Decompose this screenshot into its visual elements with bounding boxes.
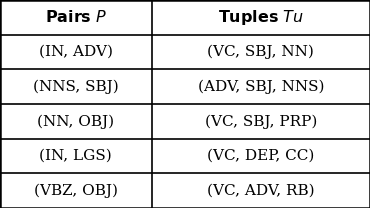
Text: (IN, LGS): (IN, LGS) xyxy=(40,149,112,163)
Text: (NN, OBJ): (NN, OBJ) xyxy=(37,114,114,129)
Text: (VC, SBJ, NN): (VC, SBJ, NN) xyxy=(208,45,314,59)
Text: (VC, DEP, CC): (VC, DEP, CC) xyxy=(207,149,314,163)
Text: (IN, ADV): (IN, ADV) xyxy=(39,45,113,59)
Text: (ADV, SBJ, NNS): (ADV, SBJ, NNS) xyxy=(198,79,324,94)
Text: (NNS, SBJ): (NNS, SBJ) xyxy=(33,79,119,94)
Text: (VC, ADV, RB): (VC, ADV, RB) xyxy=(207,184,314,198)
Text: $\mathbf{Pairs\ }$$\mathit{P}$: $\mathbf{Pairs\ }$$\mathit{P}$ xyxy=(45,9,107,26)
Text: (VBZ, OBJ): (VBZ, OBJ) xyxy=(34,183,118,198)
Text: $\mathbf{Tuples\ }$$\mathit{Tu}$: $\mathbf{Tuples\ }$$\mathit{Tu}$ xyxy=(218,8,304,27)
Text: (VC, SBJ, PRP): (VC, SBJ, PRP) xyxy=(205,114,317,129)
